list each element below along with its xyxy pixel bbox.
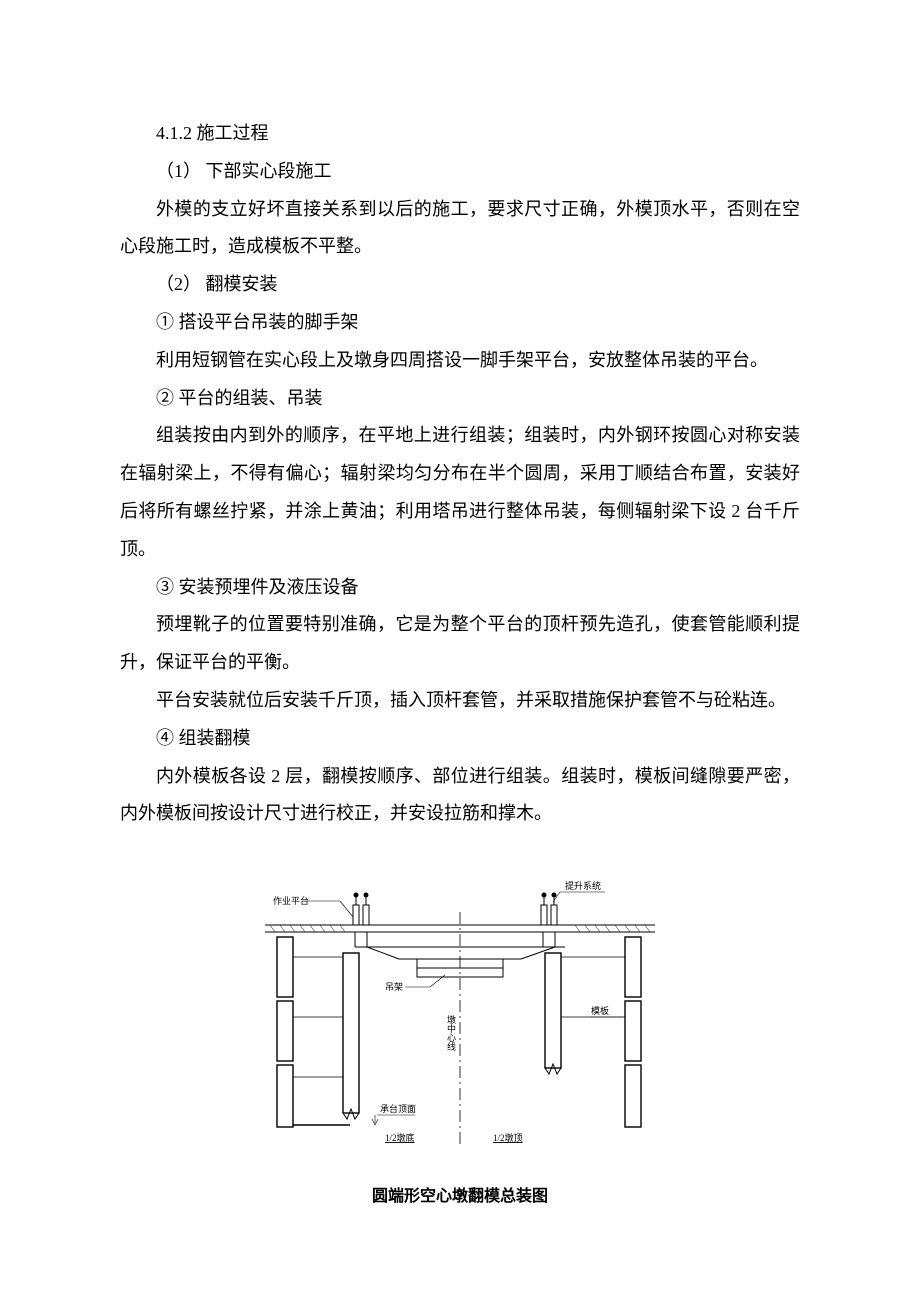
label-half-bottom: 1/2墩底: [385, 1132, 415, 1143]
label-centerline: 墩中心线: [446, 1014, 456, 1051]
page: 4.1.2 施工过程 （1） 下部实心段施工 外模的支立好坏直接关系到以后的施工…: [0, 0, 920, 1302]
figure-caption: 圆端形空心墩翻模总装图: [120, 1182, 800, 1206]
sub-3-body-2: 平台安装就位后安装千斤顶，插入顶杆套管，并采取措施保护套管不与砼粘连。: [120, 682, 800, 720]
label-cap-top: 承台顶面: [380, 1103, 416, 1114]
sub-3-body-1: 预埋靴子的位置要特别准确，它是为整个平台的顶杆预先造孔，使套管能顺利提升，保证平…: [120, 606, 800, 682]
item-1-heading: （1） 下部实心段施工: [120, 153, 800, 191]
label-hanger: 吊架: [385, 982, 403, 992]
diagram-svg: 作业平台 提升系统: [245, 857, 675, 1167]
sub-4-body: 内外模板各设 2 层，翻模按顺序、部位进行组装。组装时，模板间缝隙要严密，内外模…: [120, 758, 800, 834]
item-1-body: 外模的支立好坏直接关系到以后的施工，要求尺寸正确，外模顶水平，否则在空心段施工时…: [120, 191, 800, 267]
sub-2-body: 组装按由内到外的顺序，在平地上进行组装；组装时，内外钢环按圆心对称安装在辐射梁上…: [120, 417, 800, 568]
sub-1-body: 利用短钢管在实心段上及墩身四周搭设一脚手架平台，安放整体吊装的平台。: [120, 342, 800, 380]
sub-4-heading: ④ 组装翻模: [120, 720, 800, 758]
heading-4-1-2: 4.1.2 施工过程: [120, 115, 800, 153]
label-lifting: 提升系统: [565, 880, 601, 891]
assembly-diagram: 作业平台 提升系统: [245, 857, 675, 1172]
item-2-heading: （2） 翻模安装: [120, 266, 800, 304]
sub-1-heading: ① 搭设平台吊装的脚手架: [120, 304, 800, 342]
label-platform: 作业平台: [273, 895, 309, 906]
figure-container: 作业平台 提升系统: [120, 857, 800, 1206]
sub-3-heading: ③ 安装预埋件及液压设备: [120, 569, 800, 607]
sub-2-heading: ② 平台的组装、吊装: [120, 380, 800, 418]
label-formwork: 模板: [591, 1005, 609, 1016]
label-half-top: 1/2墩顶: [493, 1132, 523, 1143]
